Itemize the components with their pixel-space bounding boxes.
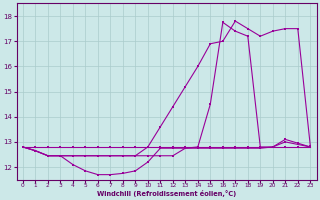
X-axis label: Windchill (Refroidissement éolien,°C): Windchill (Refroidissement éolien,°C) <box>97 190 236 197</box>
